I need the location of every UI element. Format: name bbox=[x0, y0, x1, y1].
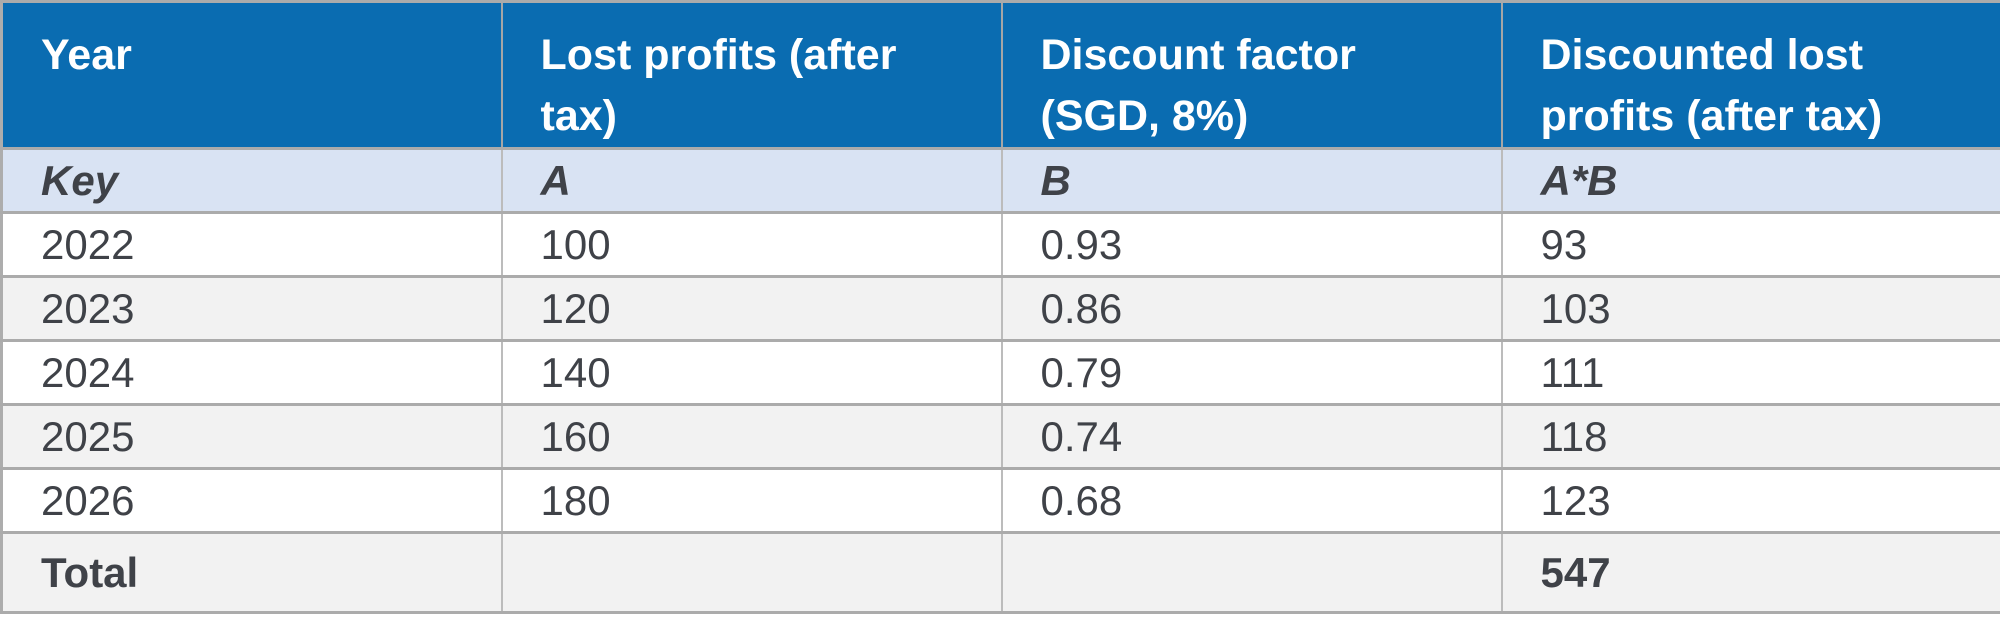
cell-lost-profits: 100 bbox=[500, 211, 1003, 279]
cell-lost-profits: 160 bbox=[500, 403, 1003, 471]
cell-discounted-lost-profits: 123 bbox=[1500, 467, 2000, 535]
cell-discount-factor: 0.86 bbox=[1000, 275, 1503, 343]
cell-discounted-lost-profits: 103 bbox=[1500, 275, 2000, 343]
key-row-label: Key bbox=[0, 147, 503, 215]
table-row-2025: 2025 160 0.74 118 bbox=[0, 403, 2000, 471]
table-header-row: Year Lost profits (after tax) Discount f… bbox=[0, 0, 2000, 151]
total-discount-factor-empty bbox=[1000, 531, 1503, 615]
table-row-2023: 2023 120 0.86 103 bbox=[0, 275, 2000, 343]
cell-discounted-lost-profits: 111 bbox=[1500, 339, 2000, 407]
cell-year: 2024 bbox=[0, 339, 503, 407]
key-a-times-b: A*B bbox=[1500, 147, 2000, 215]
cell-lost-profits: 120 bbox=[500, 275, 1003, 343]
cell-year: 2023 bbox=[0, 275, 503, 343]
total-row: Total 547 bbox=[0, 531, 2000, 615]
table-row-2026: 2026 180 0.68 123 bbox=[0, 467, 2000, 535]
column-header-lost-profits: Lost profits (after tax) bbox=[500, 0, 1003, 151]
total-lost-profits-empty bbox=[500, 531, 1003, 615]
key-b: B bbox=[1000, 147, 1503, 215]
column-header-discount-factor: Discount factor (SGD, 8%) bbox=[1000, 0, 1503, 151]
table-row-2024: 2024 140 0.79 111 bbox=[0, 339, 2000, 407]
total-value: 547 bbox=[1500, 531, 2000, 615]
cell-lost-profits: 140 bbox=[500, 339, 1003, 407]
table-row-2022: 2022 100 0.93 93 bbox=[0, 211, 2000, 279]
key-a: A bbox=[500, 147, 1003, 215]
cell-discount-factor: 0.79 bbox=[1000, 339, 1503, 407]
cell-lost-profits: 180 bbox=[500, 467, 1003, 535]
cell-discount-factor: 0.93 bbox=[1000, 211, 1503, 279]
cell-year: 2026 bbox=[0, 467, 503, 535]
cell-discounted-lost-profits: 93 bbox=[1500, 211, 2000, 279]
cell-year: 2025 bbox=[0, 403, 503, 471]
cell-discounted-lost-profits: 118 bbox=[1500, 403, 2000, 471]
column-header-discounted-lost-profits: Discounted lost profits (after tax) bbox=[1500, 0, 2000, 151]
total-label: Total bbox=[0, 531, 503, 615]
cell-discount-factor: 0.74 bbox=[1000, 403, 1503, 471]
cell-year: 2022 bbox=[0, 211, 503, 279]
cell-discount-factor: 0.68 bbox=[1000, 467, 1503, 535]
key-row: Key A B A*B bbox=[0, 147, 2000, 215]
column-header-year: Year bbox=[0, 0, 503, 151]
